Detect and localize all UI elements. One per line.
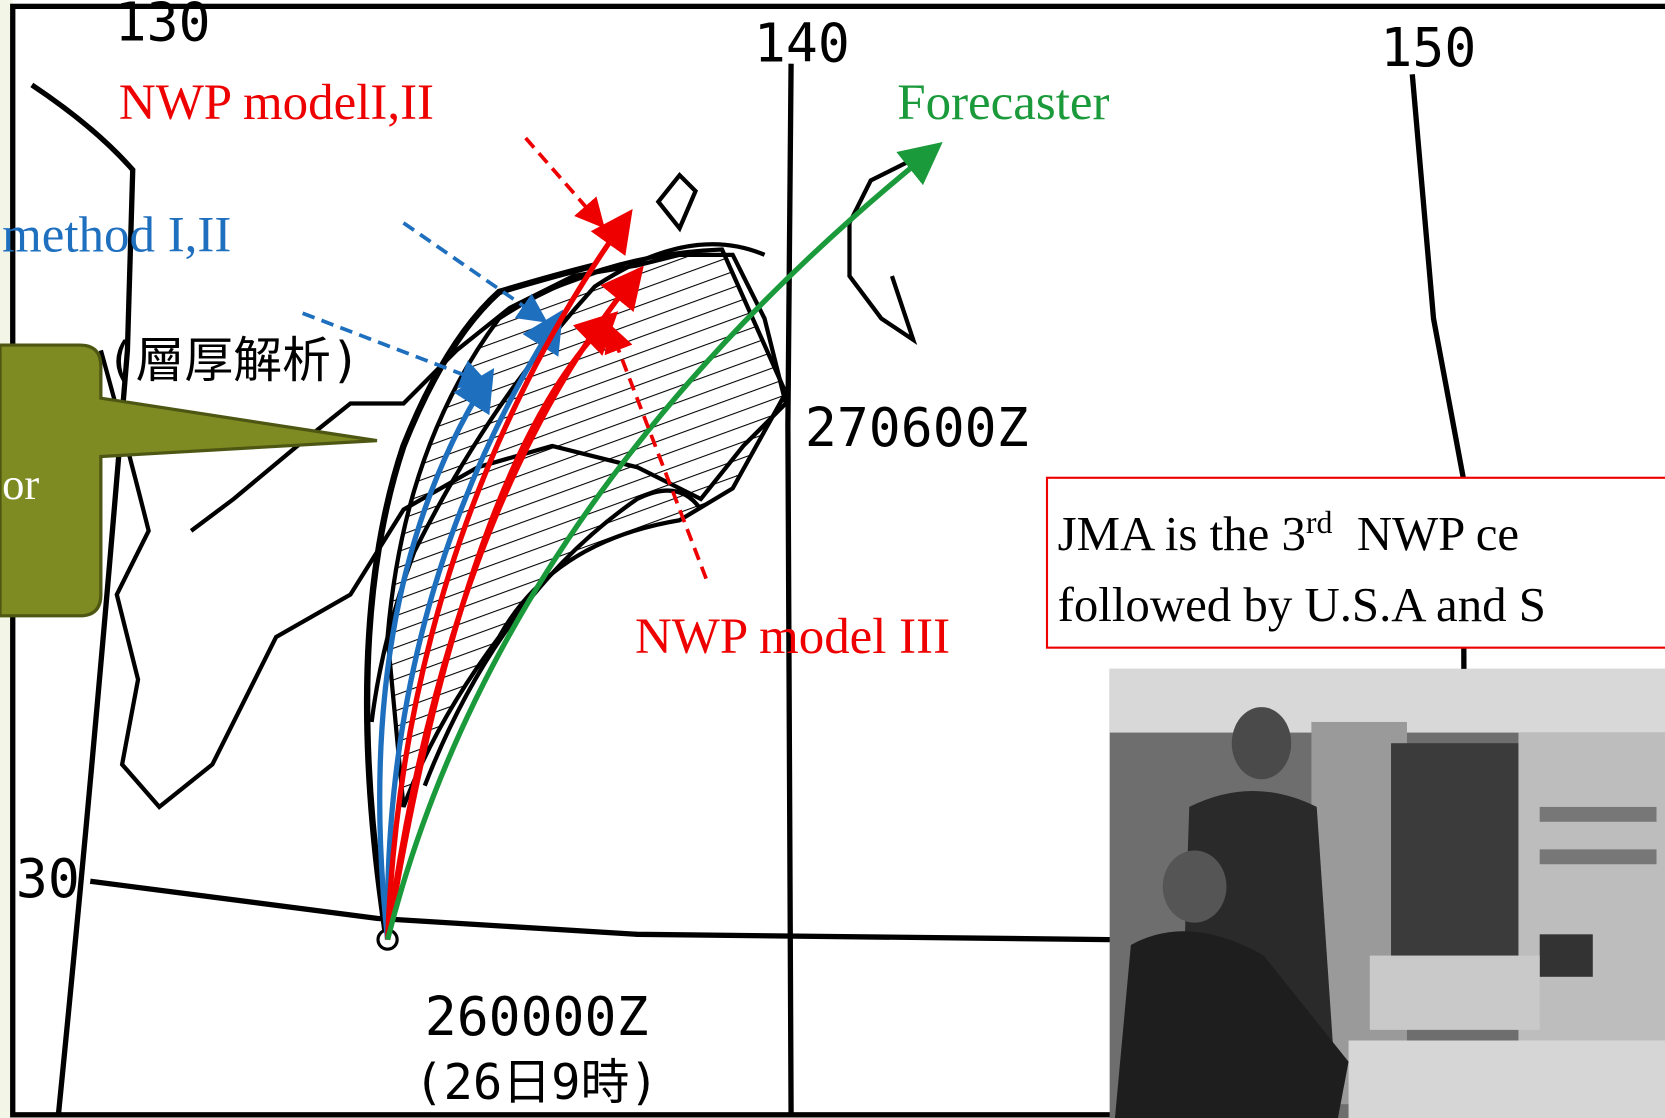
longitude-label: 150 [1380,17,1476,79]
track-label: method I,II [2,208,231,264]
track-label: NWP modelI,II [119,75,434,131]
region-label: (層厚解析) [106,332,360,389]
photo [1110,669,1665,1118]
callout-text: or [2,459,39,509]
time-label: 270600Z [805,397,1029,459]
latitude-label: 30 [16,848,80,910]
longitude-label: 140 [754,13,850,75]
note-line: followed by U.S.A and S [1058,577,1546,632]
longitude-label: 130 [115,0,211,53]
time-label: 260000Z [425,986,649,1048]
time-label: (26日9時) [414,1054,659,1111]
note-line: JMA is the 3rd NWP ce [1058,505,1519,561]
track-label: Forecaster [897,75,1109,131]
page: {"map":{"longitude_labels":["130","140",… [0,0,1665,1118]
note-superscript: rd [1306,505,1333,540]
note-text: NWP ce [1332,506,1519,561]
track-label: NWP model III [635,609,950,665]
note-text: JMA is the 3 [1058,506,1306,561]
slide: 130 140 150 30 (層厚解析) 270600Z 260000Z (2… [0,0,1665,1118]
